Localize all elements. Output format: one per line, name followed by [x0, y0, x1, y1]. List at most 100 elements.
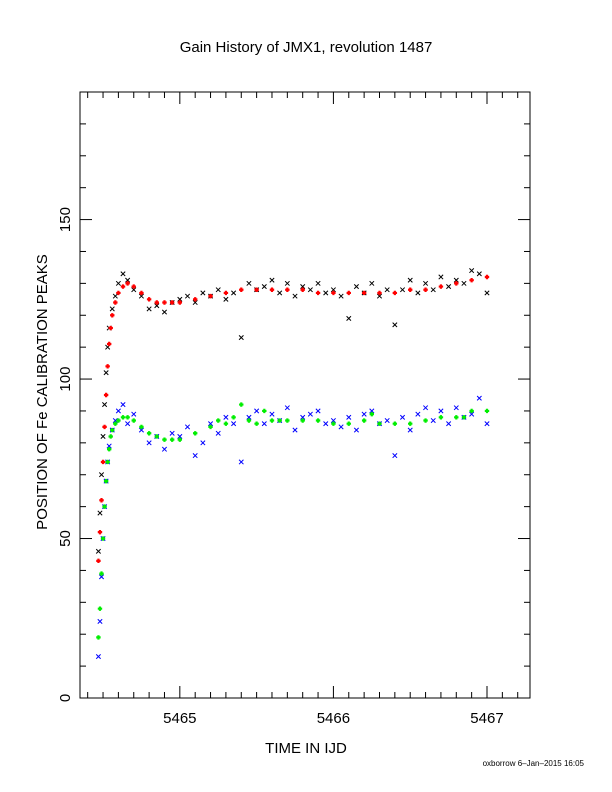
data-point	[192, 299, 198, 306]
data-point	[438, 408, 444, 414]
data-point	[103, 370, 109, 376]
data-point	[484, 408, 490, 414]
data-point	[112, 293, 118, 299]
data-point	[98, 472, 105, 478]
data-point	[369, 411, 375, 417]
data-point	[192, 453, 198, 459]
data-point	[139, 424, 144, 430]
data-point	[106, 447, 112, 452]
data-point	[99, 498, 104, 503]
x-axis-ticks	[87, 92, 519, 698]
data-point	[476, 395, 482, 401]
data-point	[208, 424, 213, 430]
data-point	[125, 281, 130, 286]
data-point	[97, 529, 103, 535]
data-point	[246, 418, 252, 423]
series-1	[96, 274, 490, 564]
data-point	[184, 293, 191, 299]
x-tick-label: 5467	[470, 710, 503, 727]
data-point	[115, 280, 121, 286]
data-point	[192, 297, 198, 302]
data-point	[484, 274, 490, 280]
data-point	[353, 284, 360, 290]
data-point	[300, 418, 305, 423]
data-point	[146, 431, 152, 436]
plot-frame	[79, 91, 531, 699]
data-point	[338, 424, 344, 430]
data-point	[292, 427, 298, 433]
data-point	[116, 290, 121, 296]
data-point	[461, 415, 467, 420]
data-point	[254, 421, 259, 426]
data-point	[125, 421, 131, 427]
data-point	[184, 424, 191, 430]
data-point	[285, 287, 290, 292]
data-point	[96, 635, 101, 640]
data-point	[108, 434, 113, 439]
data-point	[169, 300, 175, 305]
data-point	[261, 421, 267, 427]
data-point	[399, 414, 406, 420]
data-point	[238, 335, 244, 341]
data-point	[430, 417, 436, 424]
data-point	[454, 415, 459, 420]
data-point	[112, 417, 118, 424]
data-point	[161, 309, 168, 315]
data-point	[392, 322, 398, 328]
data-point	[105, 364, 110, 369]
series-layer	[95, 268, 490, 660]
data-point	[95, 548, 101, 554]
data-point	[330, 287, 336, 293]
data-point	[110, 313, 115, 318]
data-point	[146, 297, 152, 302]
chart-title: Gain History of JMX1, revolution 1487	[180, 39, 433, 56]
y-axis-label: POSITION OF Fe CALIBRATION PEAKS	[34, 254, 51, 530]
data-point	[438, 415, 444, 420]
data-point	[346, 290, 351, 296]
x-axis-label: TIME IN IJD	[265, 740, 347, 757]
data-point	[103, 392, 109, 398]
data-point	[407, 427, 413, 433]
data-point	[95, 653, 101, 660]
data-point	[408, 287, 413, 292]
data-point	[223, 421, 229, 426]
data-point	[315, 408, 321, 414]
data-point	[98, 574, 105, 580]
data-point	[269, 277, 275, 283]
data-point	[254, 408, 260, 414]
data-point	[102, 402, 108, 408]
data-point	[106, 443, 112, 449]
data-point	[131, 411, 137, 417]
data-point	[162, 437, 167, 442]
data-point	[102, 504, 107, 509]
data-point	[120, 402, 126, 408]
data-point	[110, 427, 115, 433]
data-point	[138, 427, 144, 433]
data-point	[453, 277, 459, 283]
data-point	[454, 281, 459, 286]
data-point	[376, 293, 383, 299]
data-point	[96, 558, 101, 564]
data-point	[169, 430, 175, 436]
x-tick-label: 5465	[163, 710, 196, 727]
data-point	[331, 290, 336, 296]
data-point	[269, 411, 275, 417]
data-point	[99, 571, 104, 576]
data-point	[315, 418, 321, 423]
data-point	[484, 421, 490, 427]
data-point	[215, 430, 221, 436]
data-point	[423, 280, 429, 286]
data-point	[353, 427, 360, 433]
data-point	[138, 293, 144, 299]
data-point	[392, 421, 398, 426]
data-point	[384, 417, 390, 424]
data-point	[177, 437, 183, 442]
data-point	[469, 408, 474, 414]
data-point	[384, 287, 390, 293]
y-tick-label: 50	[57, 530, 74, 547]
data-point	[109, 306, 115, 312]
data-point	[100, 433, 106, 440]
data-point	[423, 418, 428, 423]
data-point	[97, 606, 103, 611]
data-point	[446, 421, 452, 427]
